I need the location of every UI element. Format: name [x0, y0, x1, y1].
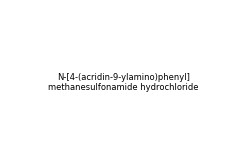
Text: N-[4-(acridin-9-ylamino)phenyl]
methanesulfonamide hydrochloride: N-[4-(acridin-9-ylamino)phenyl] methanes… — [48, 73, 199, 92]
